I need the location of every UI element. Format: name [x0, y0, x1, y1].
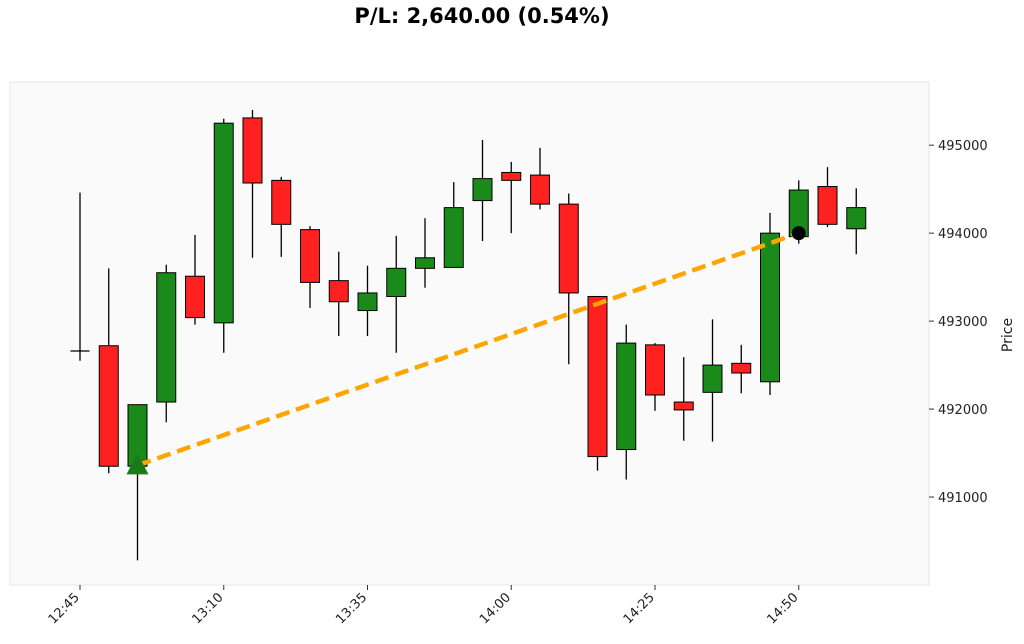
candle-body — [530, 174, 550, 205]
candles-layer — [70, 109, 867, 561]
candle-body — [587, 295, 608, 458]
candle — [760, 212, 780, 395]
plot-area — [9, 81, 930, 586]
candle — [185, 234, 205, 325]
candle-body — [616, 342, 637, 451]
candle — [587, 295, 608, 471]
x-tick-label: 14:50 — [764, 590, 801, 627]
candle — [328, 251, 349, 337]
candle — [98, 268, 119, 474]
candle-body — [328, 280, 349, 303]
candle-body — [645, 344, 665, 396]
candle — [846, 188, 867, 255]
y-tick-label: 495000 — [938, 139, 988, 154]
candle-body — [558, 203, 579, 294]
candle-body — [98, 345, 119, 467]
candle-body — [501, 171, 522, 181]
y-axis-label: Price — [1000, 318, 1016, 352]
candle-body — [817, 186, 838, 225]
candle — [156, 264, 177, 423]
candle — [673, 357, 694, 441]
candle — [213, 118, 234, 353]
candle — [70, 192, 90, 361]
candle-body — [702, 364, 723, 393]
candle — [645, 343, 665, 411]
entry-marker — [126, 453, 149, 475]
candle-body — [760, 232, 780, 383]
candle — [472, 139, 493, 242]
y-tick-label: 494000 — [938, 227, 988, 242]
candle — [300, 226, 320, 308]
candle — [501, 161, 522, 234]
x-tick-label: 13:10 — [189, 590, 226, 627]
candle — [558, 193, 579, 365]
candle-body — [213, 122, 234, 324]
trade-line — [136, 231, 800, 468]
candle-body — [156, 272, 177, 403]
candle-body — [242, 117, 263, 184]
x-tick-label: 12:45 — [46, 590, 83, 627]
candle-body — [357, 292, 378, 312]
x-tick-label: 14:25 — [621, 590, 658, 627]
candle — [271, 176, 292, 257]
x-tick-label: 13:35 — [333, 590, 370, 627]
candle — [731, 344, 752, 394]
candle — [242, 109, 263, 258]
y-tick-label: 492000 — [938, 403, 988, 418]
x-tick-label: 14:00 — [477, 590, 514, 627]
candle — [386, 235, 407, 353]
candle — [702, 319, 723, 442]
candle-body — [472, 178, 493, 202]
trade-layer — [126, 226, 806, 475]
candle — [415, 218, 435, 288]
candle — [530, 147, 550, 210]
candle — [357, 265, 378, 337]
exit-marker — [791, 226, 806, 241]
candle-body — [271, 179, 292, 225]
chart-title: P/L: 2,640.00 (0.54%) — [354, 4, 610, 28]
candle-body — [415, 257, 435, 269]
candle-body — [673, 401, 694, 411]
candle-body — [300, 229, 320, 283]
candle-body — [443, 207, 464, 268]
candle-body — [731, 362, 752, 374]
candle — [443, 182, 464, 268]
y-tick-label: 493000 — [938, 315, 988, 330]
candle — [817, 167, 838, 227]
x-axis: 12:45 13:10 13:35 14:00 14:25 14:50 — [46, 585, 802, 627]
candle — [616, 324, 637, 480]
candle-body — [185, 275, 205, 319]
candle-body — [846, 207, 867, 230]
y-tick-label: 491000 — [938, 491, 988, 506]
y-axis: 491000 492000 493000 494000 495000 — [929, 139, 988, 506]
candle-body — [386, 267, 407, 297]
